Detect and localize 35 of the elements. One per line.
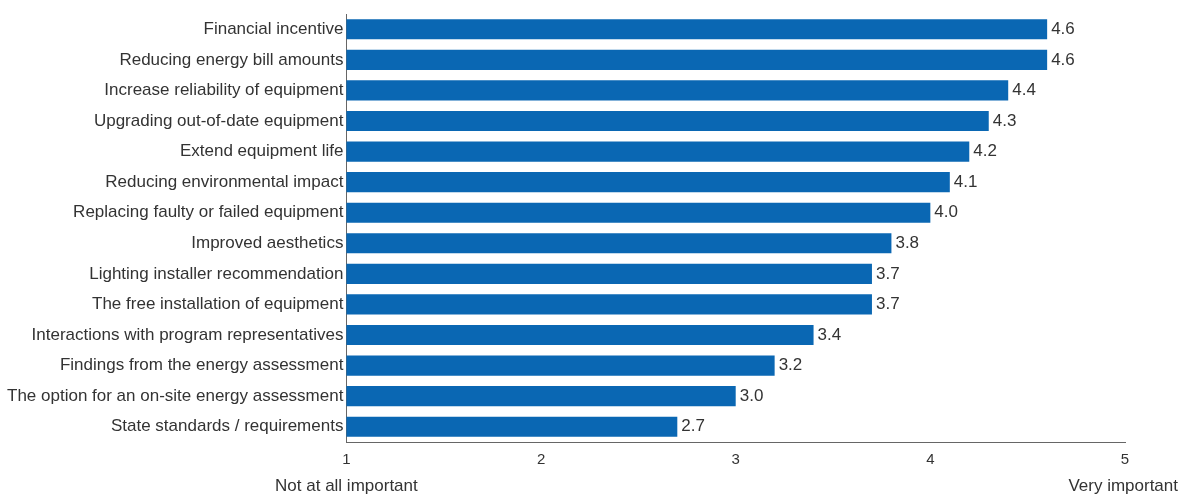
y-tick-label: The option for an on-site energy assessment: [7, 385, 344, 405]
data-label: 4.6: [1051, 49, 1075, 69]
data-label: 3.4: [817, 324, 842, 344]
x-tick-label: 5: [1120, 450, 1130, 468]
text: Very important: [1068, 476, 1179, 496]
x-tick-label: 2: [536, 450, 546, 468]
data-label: 3.7: [875, 294, 900, 314]
y-tick-label: Findings from the energy assessment: [59, 355, 344, 375]
y-tick-label: Replacing faulty or failed equipment: [73, 202, 344, 222]
data-label: 4.3: [992, 110, 1017, 130]
y-tick-label: Interactions with program representatives: [31, 324, 344, 344]
data-label: 3.0: [739, 385, 764, 405]
y-tick-label: Financial incentive: [203, 18, 344, 38]
y-tick-label: Extend equipment life: [179, 141, 344, 161]
x-tick-label: 1: [342, 450, 351, 468]
text: Not at all important: [275, 476, 419, 496]
data-label: 2.7: [681, 416, 705, 436]
y-tick-label: Improved aesthetics: [191, 232, 344, 252]
data-label: 4.2: [973, 141, 997, 161]
y-tick-label: Reducing environmental impact: [105, 171, 344, 191]
data-label: 3.8: [895, 232, 920, 252]
data-label: 4.0: [934, 202, 958, 222]
data-label: 4.4: [1012, 80, 1036, 100]
x-tick-label: 4: [926, 450, 935, 468]
data-label: 3.2: [778, 355, 803, 375]
y-tick-label: Reducing energy bill amounts: [119, 49, 344, 69]
y-tick-label: Lighting installer recommendation: [89, 263, 344, 283]
y-tick-label: State standards / requirements: [110, 416, 344, 436]
x-tick-label: 3: [731, 450, 740, 468]
data-label: 4.6: [1051, 18, 1075, 38]
data-label: 4.1: [953, 171, 978, 191]
y-tick-label: Upgrading out-of-date equipment: [93, 110, 344, 130]
y-tick-label: The free installation of equipment: [92, 294, 344, 314]
y-tick-label: Increase reliability of equipment: [104, 80, 344, 100]
data-label: 3.7: [875, 263, 900, 283]
